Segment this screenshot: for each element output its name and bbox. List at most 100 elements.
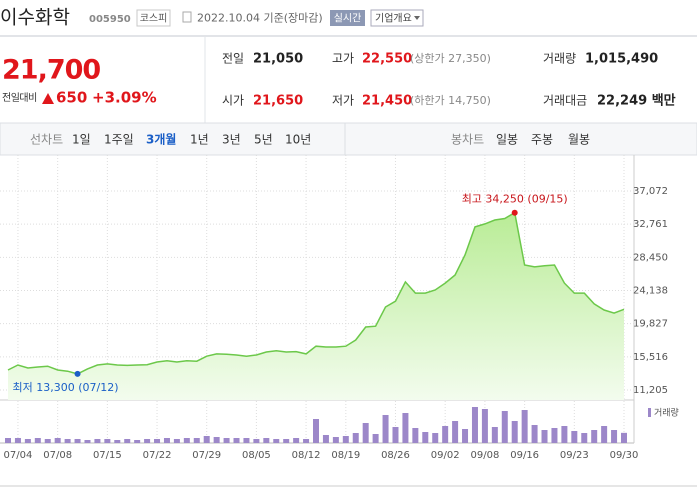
candle-tab[interactable]: 주봉 xyxy=(531,133,553,147)
volume-bar xyxy=(581,433,588,443)
stat-label: 전일 xyxy=(222,52,244,66)
realtime-badge[interactable] xyxy=(330,10,365,26)
volume-bar xyxy=(104,439,111,443)
volume-bar xyxy=(442,426,449,443)
volume-bar xyxy=(462,429,469,443)
volume-bar xyxy=(144,439,151,443)
x-tick-label: 08/12 xyxy=(292,450,321,461)
stat-value: 1,015,490 xyxy=(585,52,658,67)
volume-bar xyxy=(154,439,161,443)
volume-bar xyxy=(124,439,131,443)
price-line xyxy=(7,211,625,375)
line-chart-label: 선차트 xyxy=(30,133,63,147)
volume-bar xyxy=(621,432,627,443)
stat-label: 저가 xyxy=(332,94,354,108)
x-tick-label: 08/19 xyxy=(331,450,360,461)
volume-bar xyxy=(491,427,498,443)
volume-bar xyxy=(601,426,608,443)
volume-legend-swatch xyxy=(648,408,651,417)
candle-tab[interactable]: 일봉 xyxy=(496,133,518,147)
volume-bar xyxy=(303,439,310,443)
y-tick-label: 11,205 xyxy=(633,385,668,396)
volume-bar xyxy=(64,439,71,443)
period-tab[interactable]: 3년 xyxy=(222,133,241,147)
up-arrow xyxy=(42,93,54,104)
volume-bar xyxy=(94,439,101,443)
volume-bar xyxy=(283,439,290,443)
volume-bar xyxy=(233,438,240,443)
stock-code: 005950 xyxy=(89,14,131,25)
realtime-text[interactable]: 실시간 xyxy=(334,13,362,25)
volume-bar xyxy=(322,435,329,443)
change-label: 전일대비 xyxy=(2,92,37,104)
x-tick-label: 07/29 xyxy=(192,450,221,461)
volume-bar xyxy=(481,409,488,443)
volume-bar xyxy=(114,440,121,443)
volume-bar xyxy=(372,434,379,443)
y-tick-label: 37,072 xyxy=(633,186,668,197)
volume-bar xyxy=(313,419,319,443)
date-text: 2022.10.04 기준(장마감) xyxy=(197,12,323,25)
x-tick-label: 09/30 xyxy=(610,450,639,461)
candle-chart-label: 봉차트 xyxy=(451,133,484,147)
period-tab[interactable]: 10년 xyxy=(285,133,311,147)
x-tick-label: 09/23 xyxy=(560,450,589,461)
volume-bar xyxy=(223,438,230,443)
volume-bar xyxy=(471,407,478,443)
volume-bar xyxy=(5,438,11,443)
x-tick-label: 08/05 xyxy=(242,450,271,461)
period-tab[interactable]: 1일 xyxy=(72,133,91,147)
volume-bar xyxy=(382,415,389,443)
market-badge xyxy=(136,9,171,27)
volume-bar xyxy=(34,438,41,443)
volume-bar xyxy=(74,439,81,443)
volume-bar xyxy=(332,437,339,443)
period-tab[interactable]: 1년 xyxy=(190,133,209,147)
x-tick-label: 07/08 xyxy=(43,450,72,461)
max-marker xyxy=(511,209,518,216)
volume-bar xyxy=(392,427,399,443)
dropdown-arrow xyxy=(414,16,420,20)
volume-bar xyxy=(213,437,220,443)
period-tab[interactable]: 1주일 xyxy=(104,133,134,147)
company-text[interactable]: 기업개요 xyxy=(375,12,412,25)
max-label: 최고 34,250 (09/15) xyxy=(462,193,568,206)
y-tick-label: 32,761 xyxy=(633,219,668,230)
stat-label: 시가 xyxy=(222,94,244,108)
volume-bar xyxy=(84,440,91,443)
stat-label: 거래대금 xyxy=(543,94,587,108)
candle-tab[interactable]: 월봉 xyxy=(568,133,590,147)
volume-bar xyxy=(541,430,548,443)
volume-bar xyxy=(183,438,190,443)
stat-value: 22,550 xyxy=(362,52,412,67)
stat-value: 21,450 xyxy=(362,94,412,109)
volume-bar xyxy=(531,425,538,443)
volume-bar xyxy=(273,439,280,443)
stat-label: 거래량 xyxy=(543,52,576,66)
min-marker xyxy=(74,370,81,377)
stock-name: 이수화학 xyxy=(0,7,70,29)
volume-bar xyxy=(412,428,419,443)
x-tick-label: 07/04 xyxy=(4,450,33,461)
y-tick-label: 15,516 xyxy=(633,352,668,363)
volume-bar xyxy=(293,438,300,443)
y-tick-label: 28,450 xyxy=(633,252,668,263)
volume-bar xyxy=(561,426,568,443)
period-tab[interactable]: 5년 xyxy=(254,133,273,147)
volume-bar xyxy=(422,432,429,443)
period-tab[interactable]: 3개월 xyxy=(146,132,176,147)
change-rate: +3.09% xyxy=(92,89,157,107)
change-value: 650 xyxy=(56,89,87,107)
x-tick-label: 09/16 xyxy=(510,450,539,461)
x-tick-label: 07/22 xyxy=(143,450,172,461)
stat-note: (하한가 14,750) xyxy=(410,93,491,107)
x-tick-label: 09/08 xyxy=(470,450,499,461)
volume-bar xyxy=(501,411,508,443)
company-dropdown[interactable] xyxy=(370,9,424,27)
doc-icon xyxy=(182,11,192,23)
stat-value: 21,650 xyxy=(253,94,303,109)
volume-bar xyxy=(203,436,210,443)
volume-bar xyxy=(134,440,141,443)
volume-bar xyxy=(362,423,369,443)
